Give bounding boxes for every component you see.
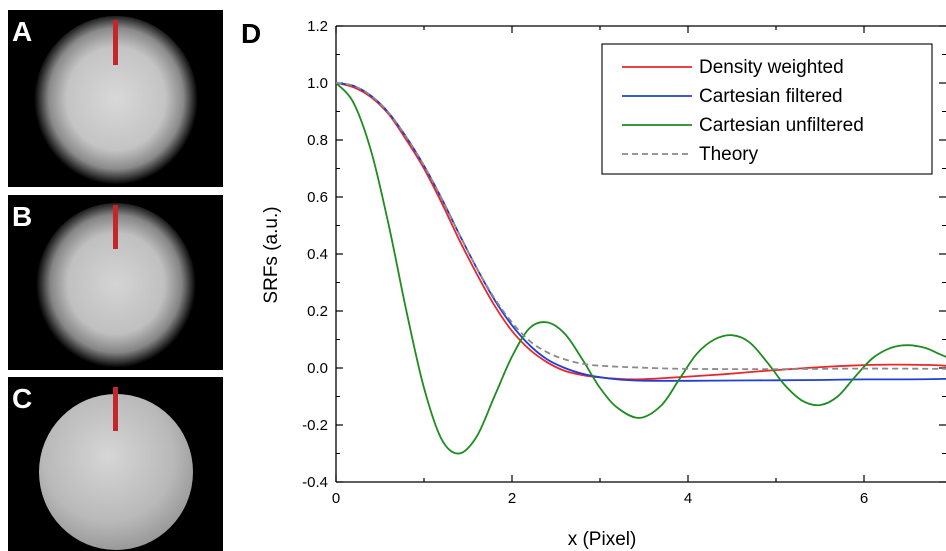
y-tick-label: 0.0 bbox=[307, 360, 328, 377]
profile-marker bbox=[113, 20, 118, 65]
y-tick-label: -0.2 bbox=[302, 417, 328, 434]
x-tick-label: 4 bbox=[684, 490, 692, 507]
x-tick-label: 6 bbox=[860, 490, 868, 507]
legend: Density weighted Cartesian filtered Cartes… bbox=[601, 43, 933, 175]
panel-letter-a: A bbox=[12, 16, 33, 47]
panel-letter-d: D bbox=[241, 18, 261, 49]
phantom-disk bbox=[34, 16, 198, 187]
legend-label-density-weighted: Density weighted bbox=[699, 57, 844, 78]
profile-marker bbox=[113, 387, 118, 431]
phantom-image-c bbox=[39, 387, 193, 550]
image-panel-a: A bbox=[8, 10, 223, 187]
profile-marker bbox=[113, 205, 118, 249]
series-line-theory bbox=[336, 82, 946, 371]
y-tick-label: 0.2 bbox=[307, 303, 328, 320]
y-tick-label: 0.8 bbox=[307, 132, 328, 149]
panel-letter-b: B bbox=[12, 201, 33, 232]
axes: -0.4 -0.2 0.0 0.2 0.4 0.6 0.8 1.0 1.2 0 2 4 6 bbox=[302, 18, 946, 507]
srf-line-chart: D -0.4 -0.2 0.0 0.2 0.4 0.6 0.8 1.0 1.2 0 2 4 6 Dens… bbox=[241, 18, 946, 550]
x-tick-label: 0 bbox=[332, 490, 340, 507]
legend-label-theory: Theory bbox=[699, 144, 759, 165]
phantom-image-a bbox=[34, 16, 198, 187]
series-layer bbox=[336, 82, 946, 455]
y-tick-label: -0.4 bbox=[302, 474, 328, 491]
y-tick-label: 0.6 bbox=[307, 189, 328, 206]
legend-label-cartesian-filtered: Cartesian filtered bbox=[699, 86, 843, 107]
legend-label-cartesian-unfiltered: Cartesian unfiltered bbox=[699, 115, 864, 136]
x-axis-label: x (Pixel) bbox=[568, 529, 637, 550]
y-tick-label: 1.0 bbox=[307, 75, 328, 92]
y-axis-label: SRFs (a.u.) bbox=[261, 206, 282, 303]
image-panel-b: B bbox=[8, 195, 223, 370]
x-tick-label: 2 bbox=[508, 490, 516, 507]
panel-letter-c: C bbox=[12, 383, 33, 414]
series-line-cartesian-unfiltered bbox=[336, 82, 946, 455]
legend-box bbox=[601, 43, 933, 175]
phantom-disk bbox=[36, 203, 196, 370]
y-tick-label: 1.2 bbox=[307, 18, 328, 35]
phantom-image-b bbox=[36, 203, 196, 370]
image-panel-c: C bbox=[8, 377, 223, 551]
phantom-disk bbox=[39, 394, 193, 550]
y-tick-label: 0.4 bbox=[307, 246, 328, 263]
